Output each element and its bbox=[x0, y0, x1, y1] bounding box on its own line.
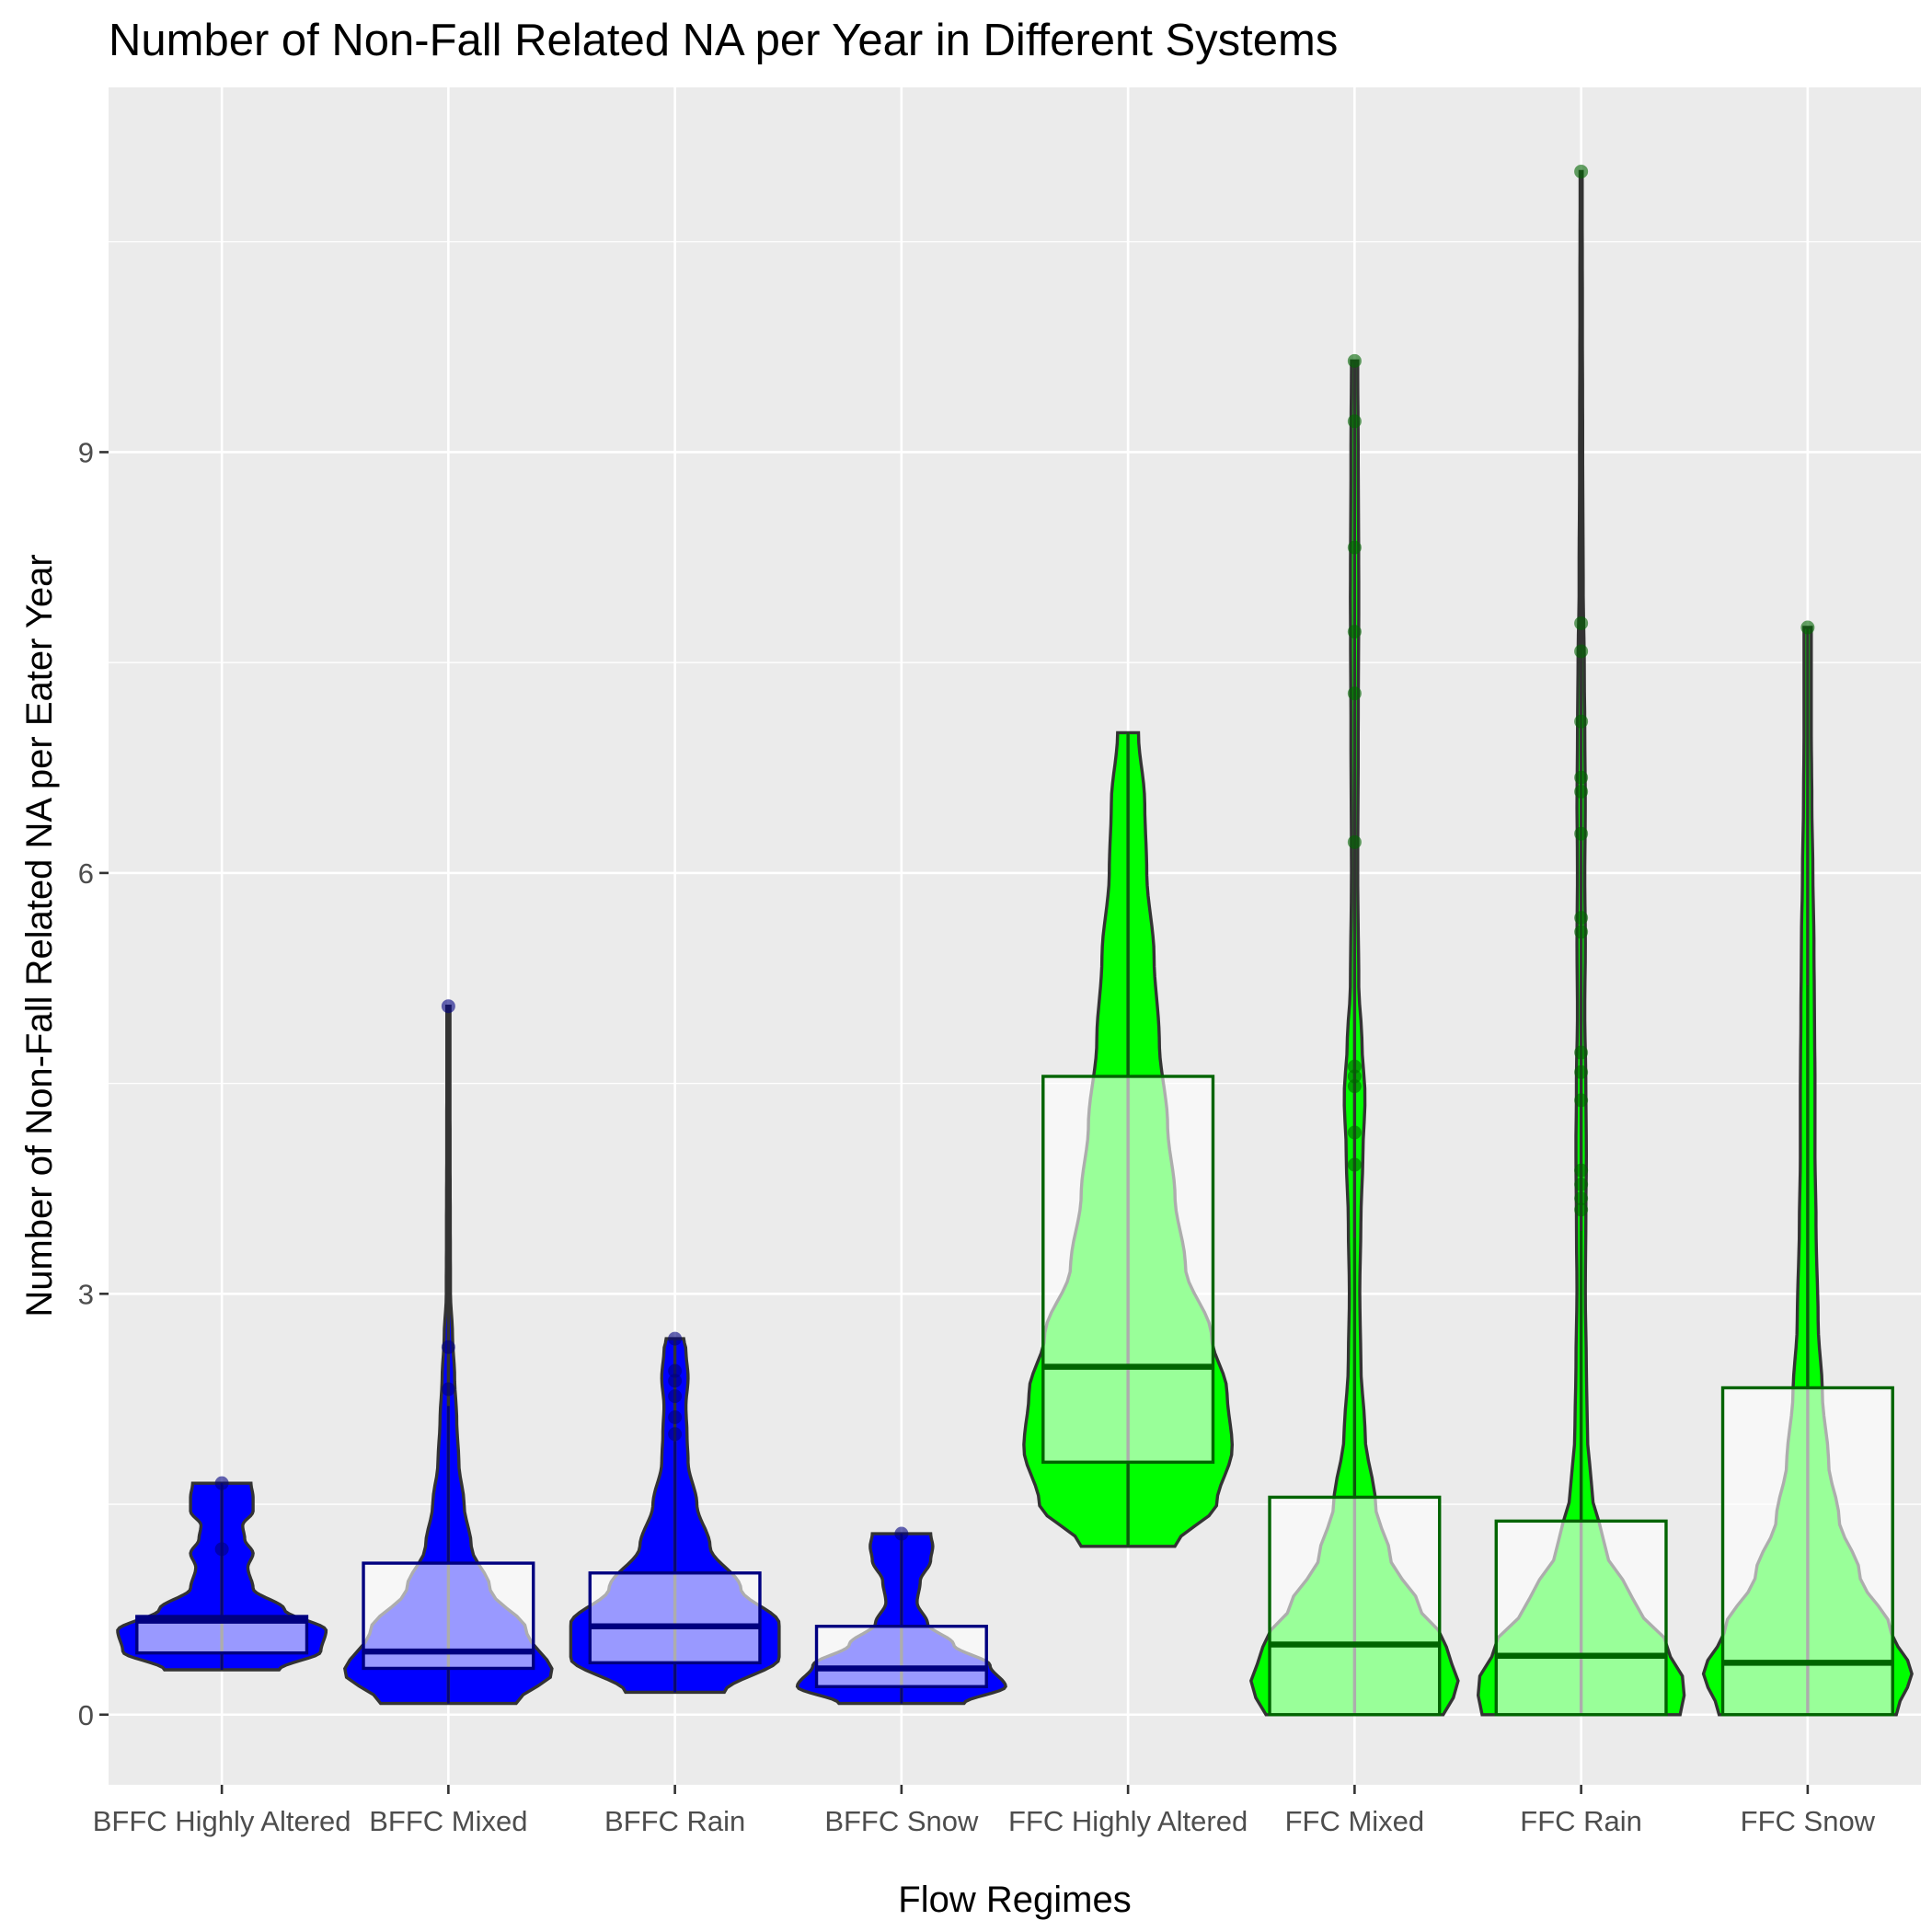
data-point bbox=[1347, 353, 1362, 368]
data-point bbox=[1347, 1157, 1362, 1172]
data-point bbox=[1574, 1177, 1589, 1191]
data-point bbox=[1574, 1202, 1589, 1217]
data-point bbox=[1574, 784, 1589, 799]
data-point bbox=[441, 999, 455, 1014]
x-tick-label: BFFC Mixed bbox=[369, 1805, 527, 1837]
data-point bbox=[1347, 1059, 1362, 1074]
box-bffc-rain bbox=[588, 1571, 762, 1665]
data-point bbox=[1574, 925, 1589, 939]
x-axis-title: Flow Regimes bbox=[898, 1880, 1131, 1920]
data-point bbox=[1574, 770, 1589, 785]
data-point bbox=[1347, 1069, 1362, 1084]
x-tick-label: FFC Rain bbox=[1520, 1805, 1642, 1837]
data-point bbox=[1347, 625, 1362, 639]
box-ffc-mixed bbox=[1268, 1495, 1442, 1717]
data-point bbox=[1574, 911, 1589, 926]
data-point bbox=[1574, 164, 1589, 178]
data-point bbox=[1347, 1125, 1362, 1140]
y-tick-label: 6 bbox=[78, 857, 94, 890]
data-point bbox=[668, 1389, 683, 1404]
box-bffc-snow bbox=[814, 1624, 988, 1688]
data-point bbox=[668, 1410, 683, 1425]
data-point bbox=[668, 1427, 683, 1442]
data-point bbox=[1347, 1079, 1362, 1094]
data-point bbox=[441, 1382, 455, 1397]
data-point bbox=[668, 1374, 683, 1388]
y-axis-title: Number of Non-Fall Related NA per Eater … bbox=[19, 554, 60, 1317]
data-point bbox=[1347, 540, 1362, 555]
data-point bbox=[1574, 615, 1589, 630]
x-tick-label: FFC Mixed bbox=[1285, 1805, 1425, 1837]
x-tick-label: BFFC Snow bbox=[824, 1805, 979, 1837]
data-point bbox=[1574, 1064, 1589, 1079]
box-layer bbox=[135, 732, 1894, 1717]
data-point bbox=[1347, 834, 1362, 849]
data-point bbox=[214, 1542, 229, 1557]
box-ffc-highly-altered bbox=[1041, 1075, 1215, 1464]
chart-title: Number of Non-Fall Related NA per Year i… bbox=[109, 16, 1338, 65]
data-point bbox=[668, 1363, 683, 1378]
y-tick-label: 9 bbox=[78, 436, 94, 468]
x-tick-label: FFC Snow bbox=[1741, 1805, 1876, 1837]
data-point bbox=[214, 1476, 229, 1490]
data-point bbox=[1347, 414, 1362, 429]
data-point bbox=[1574, 714, 1589, 729]
data-point bbox=[668, 1331, 683, 1346]
data-point bbox=[1574, 1093, 1589, 1108]
plot-panel bbox=[109, 87, 1921, 1785]
y-axis: 0 3 6 9 bbox=[78, 436, 109, 1731]
box-ffc-rain bbox=[1494, 1519, 1668, 1717]
data-point bbox=[1347, 686, 1362, 701]
x-tick-label: BFFC Rain bbox=[604, 1805, 745, 1837]
y-tick-label: 0 bbox=[78, 1699, 94, 1731]
data-point bbox=[1574, 1191, 1589, 1206]
data-point bbox=[1574, 826, 1589, 841]
y-tick-label: 3 bbox=[78, 1278, 94, 1310]
data-point bbox=[1574, 644, 1589, 659]
data-point bbox=[1574, 1045, 1589, 1060]
x-axis: BFFC Highly Altered BFFC Mixed BFFC Rain BF… bbox=[93, 1785, 1876, 1837]
point-layer bbox=[214, 164, 1815, 1557]
data-point bbox=[441, 1340, 455, 1354]
data-point bbox=[1800, 620, 1815, 635]
data-point bbox=[894, 1526, 909, 1541]
x-tick-label: FFC Highly Altered bbox=[1008, 1805, 1248, 1837]
data-point bbox=[1574, 1163, 1589, 1178]
x-tick-label: BFFC Highly Altered bbox=[93, 1805, 351, 1837]
